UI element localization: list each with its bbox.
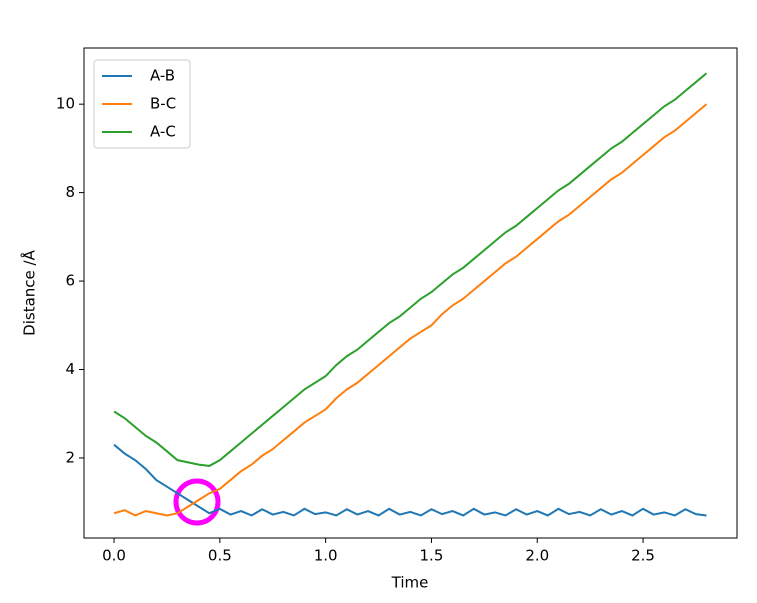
series-line [113,103,708,517]
x-tick-label: 1.0 [314,547,338,565]
y-tick-label: 10 [56,95,75,113]
legend-label: B-C [150,95,176,113]
x-tick-label: 2.0 [525,547,549,565]
legend-label: A-C [150,123,176,141]
x-tick-label: 1.5 [420,547,444,565]
series-line [113,72,708,467]
x-tick-label: 2.5 [631,547,655,565]
y-tick-label: 8 [65,183,75,201]
x-tick-label: 0.5 [208,547,232,565]
x-axis-label: Time [391,574,429,592]
highlight-circle [173,478,221,526]
legend-box [93,59,191,149]
y-tick-label: 6 [65,272,75,290]
series-line [113,443,707,517]
x-tick-label: 0.0 [102,547,126,565]
plot-frame [83,47,738,539]
y-tick-label: 2 [65,448,75,466]
y-axis-label: Distance /Å [20,249,39,335]
legend-label: A-B [150,67,175,85]
y-tick-label: 4 [65,360,75,378]
